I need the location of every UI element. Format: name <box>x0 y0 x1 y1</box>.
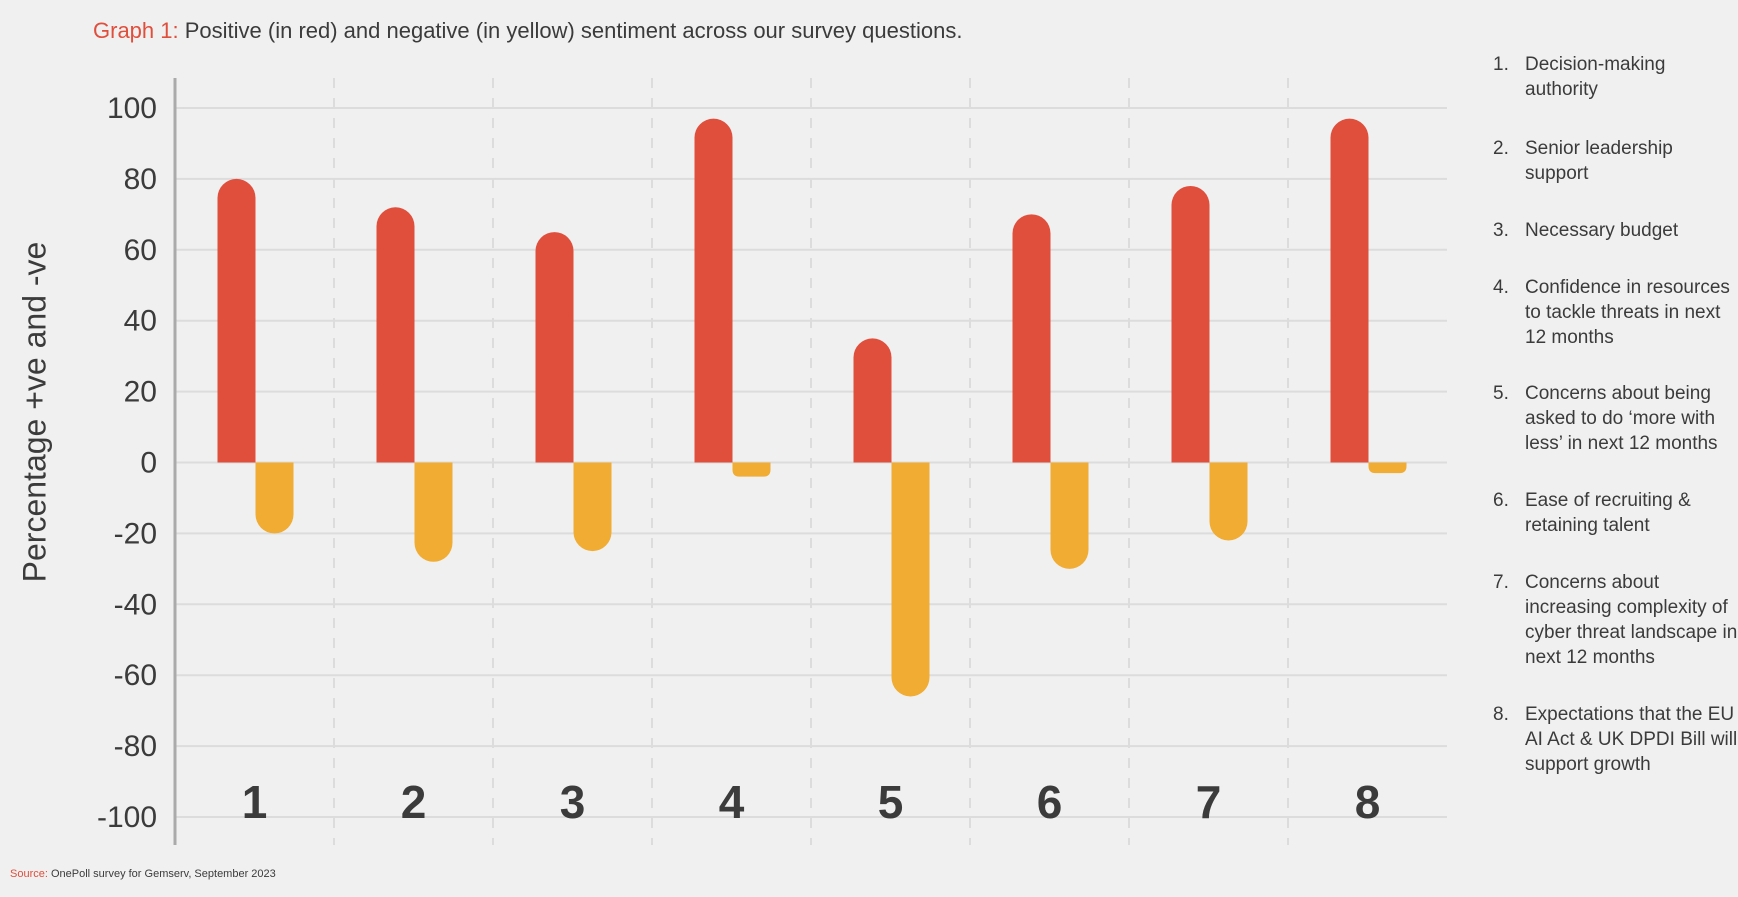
x-category-label: 2 <box>401 776 427 828</box>
legend-item-text: Necessary budget <box>1525 220 1679 241</box>
y-tick-label: 60 <box>124 234 157 267</box>
legend-item: 8. Expectations that the EU AI Act & UK D… <box>1490 702 1738 777</box>
legend-item: 2. Senior leadership support <box>1490 136 1738 186</box>
positive-bar <box>376 207 415 463</box>
sentiment-bar-chart: 100 80 60 40 20 0 -20 -40 -60 -80 -100 1 2 3 4 5 6 7 8 <box>97 78 1447 845</box>
legend-item-number: 6. <box>1493 490 1509 511</box>
y-tick-label: -80 <box>114 730 157 763</box>
chart-title-prefix: Graph 1: <box>93 18 179 43</box>
legend-item-text: Senior leadership support <box>1525 138 1673 184</box>
y-tick-label: -100 <box>97 801 157 834</box>
negative-bar <box>891 462 930 697</box>
chart-title-text: Positive (in red) and negative (in yello… <box>184 18 963 43</box>
x-category-label: 8 <box>1355 776 1381 828</box>
legend-item-number: 8. <box>1493 704 1509 725</box>
y-tick-label: -60 <box>114 659 157 692</box>
source-text: OnePoll survey for Gemserv, September 20… <box>50 868 276 880</box>
legend-item-number: 3. <box>1493 220 1509 241</box>
legend-item-text: Decision-making authority <box>1525 54 1666 100</box>
negative-bar <box>1368 462 1407 474</box>
y-tick-label: -20 <box>114 517 157 550</box>
legend-item-text: Concerns about increasing complexity of … <box>1525 572 1738 668</box>
positive-bar <box>535 232 574 463</box>
x-category-label: 4 <box>719 776 745 828</box>
x-category-label: 1 <box>242 776 268 828</box>
y-tick-label: 100 <box>107 92 157 125</box>
x-category-label: 3 <box>560 776 586 828</box>
negative-bar <box>732 462 771 477</box>
negative-bar <box>255 462 294 534</box>
negative-bar <box>1209 462 1248 541</box>
source-note: Source: OnePoll survey for Gemserv, Sept… <box>10 868 276 880</box>
positive-bar <box>694 118 733 463</box>
legend-item: 5. Concerns about being asked to do ‘more… <box>1490 381 1738 456</box>
x-category-label: 7 <box>1196 776 1222 828</box>
legend-item-text: Ease of recruiting & retaining talent <box>1525 490 1691 536</box>
legend-item-number: 7. <box>1493 572 1509 593</box>
positive-bar <box>1012 214 1051 463</box>
negative-bar <box>1050 462 1089 569</box>
negative-bar <box>414 462 453 562</box>
legend-item: 1. Decision-making authority <box>1490 52 1738 102</box>
legend-item-number: 2. <box>1493 138 1509 159</box>
y-tick-label: 0 <box>140 447 157 480</box>
positive-bar <box>853 338 892 463</box>
positive-bar <box>1171 185 1210 463</box>
legend-item: 6. Ease of recruiting & retaining talent <box>1490 488 1738 538</box>
legend-item-text: Expectations that the EU AI Act & UK DPD… <box>1525 704 1738 775</box>
x-category-label: 5 <box>878 776 904 828</box>
chart-title: Graph 1: Positive (in red) and negative … <box>93 18 962 44</box>
legend-item-number: 4. <box>1493 277 1509 298</box>
legend-item: 4. Confidence in resources to tackle thre… <box>1490 275 1738 350</box>
y-tick-label: 40 <box>124 305 157 338</box>
legend-item: 7. Concerns about increasing complexity o… <box>1490 570 1738 670</box>
negative-bar <box>573 462 612 552</box>
question-legend: 1. Decision-making authority 2. Senior lea… <box>1490 52 1738 777</box>
legend-item-text: Concerns about being asked to do ‘more w… <box>1525 383 1718 454</box>
positive-bar <box>1330 118 1369 463</box>
legend-item-number: 1. <box>1493 54 1509 75</box>
y-tick-label: 80 <box>124 163 157 196</box>
positive-bar <box>217 178 256 463</box>
x-category-label: 6 <box>1037 776 1063 828</box>
y-tick-label: -40 <box>114 588 157 621</box>
legend-item-number: 5. <box>1493 383 1509 404</box>
legend-item-text: Confidence in resources to tackle threat… <box>1525 277 1730 348</box>
legend-item: 3. Necessary budget <box>1490 218 1738 243</box>
y-tick-label: 20 <box>124 376 157 409</box>
source-prefix: Source: <box>10 868 48 880</box>
